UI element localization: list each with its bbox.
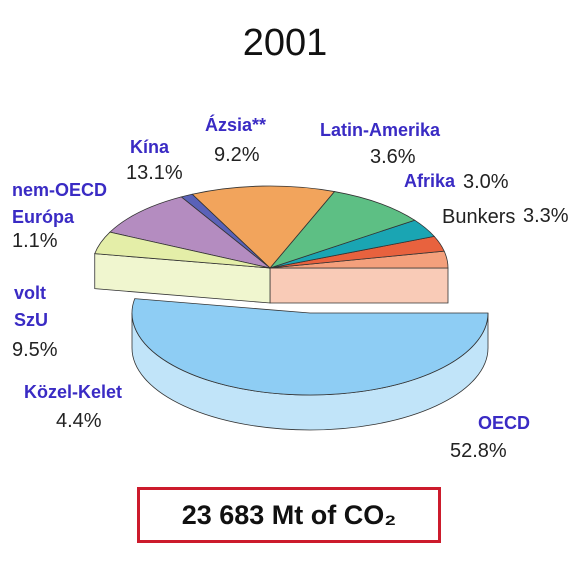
- category-label: volt SzU: [14, 283, 49, 330]
- category-label: nem-OECD Európa: [12, 180, 108, 227]
- value-label: 9.5%: [12, 339, 58, 361]
- category-label: Bunkers: [442, 206, 516, 228]
- category-label: Ázsia**: [205, 115, 267, 135]
- total-annotation: 23 683 Mt of CO₂: [137, 487, 441, 543]
- value-label: 3.0%: [463, 171, 509, 193]
- slice-side: [269, 267, 449, 304]
- value-label: 52.8%: [450, 440, 507, 462]
- category-label: Afrika: [404, 171, 456, 191]
- value-label: 13.1%: [126, 162, 183, 184]
- value-label: 3.3%: [523, 205, 569, 227]
- pie-slice: [131, 298, 489, 396]
- category-label: Közel-Kelet: [24, 382, 123, 402]
- pie-slice: [268, 191, 416, 269]
- category-label: OECD: [478, 413, 531, 433]
- value-label: 1.1%: [12, 230, 58, 252]
- pie-slice: [191, 185, 336, 269]
- chart-title: 2001: [242, 22, 328, 64]
- pie-slice: [94, 231, 271, 269]
- value-label: 3.6%: [370, 146, 416, 168]
- category-label: Kína: [130, 137, 170, 157]
- value-label: 9.2%: [214, 144, 260, 166]
- category-label: Latin-Amerika: [320, 120, 441, 140]
- value-label: 4.4%: [56, 410, 102, 432]
- pie-slice: [109, 196, 271, 269]
